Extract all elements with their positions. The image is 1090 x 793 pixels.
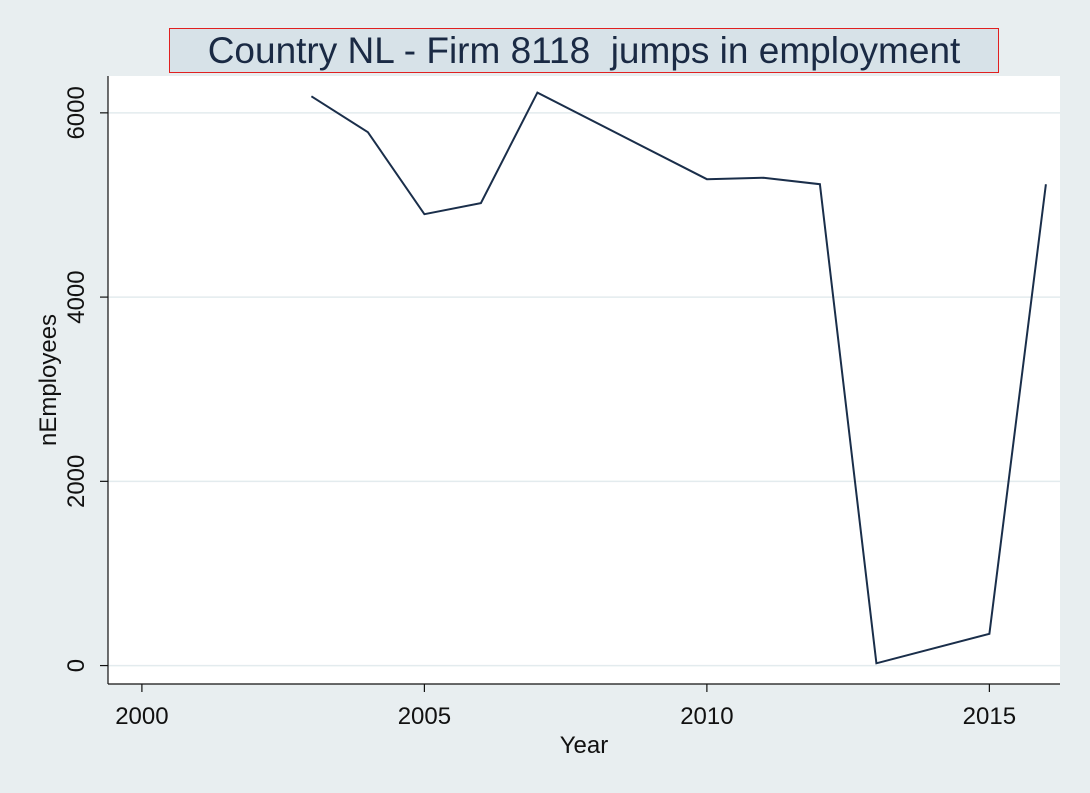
y-axis-title: nEmployees (35, 314, 62, 446)
chart-title: Country NL - Firm 8118 jumps in employme… (207, 30, 961, 71)
x-tick-label-2010: 2010 (680, 703, 733, 730)
y-tick-label-4000: 4000 (63, 270, 90, 323)
axes (107, 76, 1060, 685)
y-tick-label-6000: 6000 (63, 86, 90, 139)
x-tick-label-2015: 2015 (963, 703, 1016, 730)
y-ticks: 0 2000 4000 6000 (63, 86, 108, 672)
gridlines (108, 112, 1060, 667)
y-tick-label-0: 0 (63, 659, 90, 672)
y-tick-label-2000: 2000 (63, 455, 90, 508)
plot-area (108, 76, 1060, 684)
x-tick-label-2000: 2000 (115, 703, 168, 730)
chart-title-box: Country NL - Firm 8118 jumps in employme… (169, 28, 999, 73)
x-ticks: 2000 2005 2010 2015 (115, 684, 1016, 730)
series-group (310, 91, 1047, 665)
series-line-0 (310, 91, 1047, 665)
x-axis-title: Year (560, 732, 609, 759)
x-tick-label-2005: 2005 (398, 703, 451, 730)
